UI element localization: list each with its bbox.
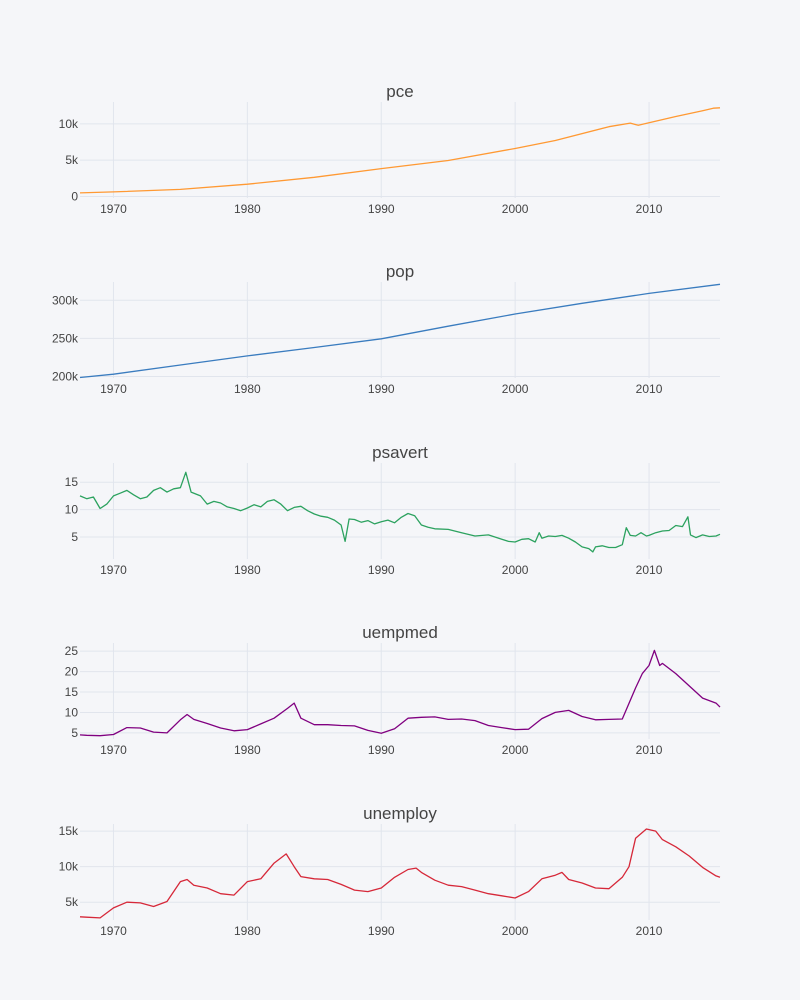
series-line-pce: [79, 107, 721, 194]
x-tick-label: 1980: [234, 382, 261, 396]
x-tick-label: 1970: [100, 382, 127, 396]
x-tick-label: 2010: [636, 202, 663, 216]
y-tick-label: 5k: [65, 895, 79, 909]
y-tick-label: 10k: [59, 860, 79, 874]
y-tick-label: 300k: [52, 293, 79, 307]
y-tick-label: 250k: [52, 331, 79, 345]
y-tick-label: 5: [71, 726, 78, 740]
series-line-uempmed: [79, 649, 721, 737]
y-tick-label: 200k: [52, 369, 79, 383]
y-tick-label: 15k: [59, 824, 79, 838]
y-tick-label: 25: [65, 644, 79, 658]
y-tick-label: 0: [71, 190, 78, 204]
x-tick-label: 1970: [100, 202, 127, 216]
chart-title: unemploy: [363, 804, 437, 823]
x-tick-label: 1990: [368, 202, 395, 216]
series-line-psavert: [79, 471, 721, 553]
chart-panel-pce: pce 1970 1980 1990 2000 2010 0 5k 10k: [59, 82, 721, 216]
chart-title: pop: [386, 262, 414, 281]
x-tick-label: 1980: [234, 563, 261, 577]
x-tick-label: 1990: [368, 563, 395, 577]
y-tick-label: 5: [71, 530, 78, 544]
y-tick-label: 15: [65, 475, 79, 489]
y-tick-label: 5k: [65, 153, 79, 167]
chart-panel-pop: pop 1970 1980 1990 2000 2010 200k 250k 300k: [52, 262, 721, 396]
x-tick-label: 2000: [502, 382, 529, 396]
x-tick-label: 2000: [502, 202, 529, 216]
x-tick-label: 1970: [100, 563, 127, 577]
y-tick-label: 20: [65, 665, 79, 679]
y-tick-label: 10: [65, 503, 79, 517]
x-tick-label: 1990: [368, 924, 395, 938]
chart-panel-unemploy: unemploy 1970 1980 1990 2000 2010 5k 10k 15k: [59, 804, 721, 938]
x-tick-label: 1970: [100, 924, 127, 938]
chart-title: pce: [386, 82, 413, 101]
x-tick-label: 1980: [234, 202, 261, 216]
y-tick-label: 10: [65, 705, 79, 719]
x-tick-label: 2010: [636, 382, 663, 396]
x-tick-label: 2010: [636, 924, 663, 938]
x-tick-label: 2010: [636, 743, 663, 757]
series-line-pop: [79, 283, 721, 379]
x-tick-label: 1970: [100, 743, 127, 757]
x-tick-label: 1990: [368, 382, 395, 396]
x-tick-label: 2000: [502, 924, 529, 938]
x-tick-label: 1980: [234, 924, 261, 938]
y-tick-label: 10k: [59, 117, 79, 131]
chart-panel-psavert: psavert 1970 1980 1990 2000 2010 5 10 15: [65, 443, 721, 577]
x-tick-label: 2000: [502, 743, 529, 757]
x-tick-label: 1980: [234, 743, 261, 757]
x-tick-label: 1990: [368, 743, 395, 757]
chart-title: uempmed: [362, 623, 438, 642]
x-tick-label: 2010: [636, 563, 663, 577]
chart-title: psavert: [372, 443, 428, 462]
series-line-unemploy: [79, 828, 721, 919]
y-tick-label: 15: [65, 685, 79, 699]
chart-panel-uempmed: uempmed 1970 1980 1990 2000 2010 5 10 15 20 25: [65, 623, 721, 757]
x-tick-label: 2000: [502, 563, 529, 577]
